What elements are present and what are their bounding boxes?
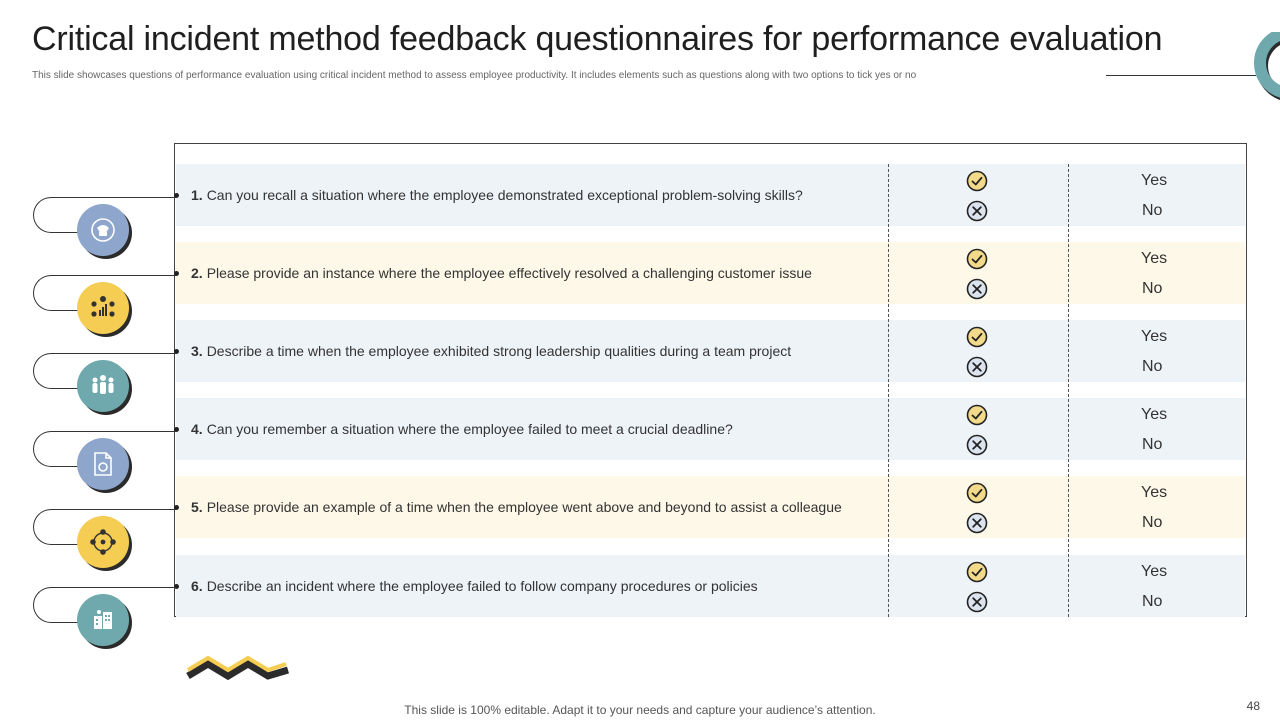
yes-option-label: Yes bbox=[1141, 484, 1168, 501]
slide-subtitle: This slide showcases questions of perfor… bbox=[32, 70, 917, 81]
connector-line bbox=[88, 431, 176, 432]
column-divider bbox=[1068, 164, 1069, 617]
title-divider bbox=[1106, 75, 1256, 76]
connector-line bbox=[33, 587, 89, 623]
question-row-6: 6. Describe an incident where the employe… bbox=[174, 555, 1245, 617]
question-text: Describe an incident where the employee … bbox=[206, 578, 758, 594]
no-cross-icon[interactable] bbox=[966, 434, 988, 456]
no-option-label: No bbox=[1142, 593, 1163, 610]
bullet-dot bbox=[174, 584, 179, 589]
no-cross-icon[interactable] bbox=[966, 200, 988, 222]
icon-badge bbox=[77, 282, 132, 337]
question-text: Can you recall a situation where the emp… bbox=[206, 187, 803, 203]
no-cross-icon[interactable] bbox=[966, 591, 988, 613]
connector-line bbox=[33, 197, 89, 233]
slide-footer: This slide is 100% editable. Adapt it to… bbox=[404, 703, 876, 717]
yes-check-icon[interactable] bbox=[966, 326, 988, 348]
yes-check-icon[interactable] bbox=[966, 482, 988, 504]
page-number: 48 bbox=[1246, 699, 1260, 713]
question-number: 4. bbox=[191, 421, 203, 437]
icon-badge bbox=[77, 360, 132, 415]
connector-line bbox=[88, 509, 176, 510]
yes-check-icon[interactable] bbox=[966, 404, 988, 426]
question-row-1: 1. Can you recall a situation where the e… bbox=[174, 164, 1245, 226]
connector-line bbox=[33, 509, 89, 545]
yes-option-label: Yes bbox=[1141, 406, 1168, 423]
team-people-icon bbox=[77, 360, 129, 412]
slide-title: Critical incident method feedback questi… bbox=[32, 20, 1163, 58]
office-building-icon bbox=[77, 594, 129, 646]
yes-check-icon[interactable] bbox=[966, 248, 988, 270]
icon-badge bbox=[77, 438, 132, 493]
no-option-label: No bbox=[1142, 358, 1163, 375]
bullet-dot bbox=[174, 427, 179, 432]
no-option-label: No bbox=[1142, 514, 1163, 531]
connector-line bbox=[88, 197, 176, 198]
connector-line bbox=[88, 275, 176, 276]
question-row-2: 2. Please provide an instance where the e… bbox=[174, 242, 1245, 304]
zigzag-decoration bbox=[186, 655, 290, 681]
question-row-3: 3. Describe a time when the employee exhi… bbox=[174, 320, 1245, 382]
question-text: Please provide an example of a time when… bbox=[206, 499, 842, 515]
yes-option-label: Yes bbox=[1141, 563, 1168, 580]
question-row-5: 5. Please provide an example of a time wh… bbox=[174, 476, 1245, 538]
question-text: Can you remember a situation where the e… bbox=[206, 421, 733, 437]
no-cross-icon[interactable] bbox=[966, 512, 988, 534]
no-option-label: No bbox=[1142, 202, 1163, 219]
question-number: 2. bbox=[191, 265, 203, 281]
question-text: Describe a time when the employee exhibi… bbox=[206, 343, 792, 359]
phone-call-icon bbox=[77, 204, 129, 256]
yes-check-icon[interactable] bbox=[966, 561, 988, 583]
team-growth-chart-icon bbox=[77, 282, 129, 334]
question-number: 3. bbox=[191, 343, 203, 359]
icon-badge bbox=[77, 204, 132, 259]
column-divider bbox=[888, 164, 889, 617]
yes-option-label: Yes bbox=[1141, 250, 1168, 267]
bullet-dot bbox=[174, 193, 179, 198]
no-option-label: No bbox=[1142, 436, 1163, 453]
corner-ring-decoration bbox=[1248, 32, 1280, 100]
question-number: 6. bbox=[191, 578, 203, 594]
yes-option-label: Yes bbox=[1141, 328, 1168, 345]
connector-line bbox=[88, 587, 176, 588]
bullet-dot bbox=[174, 505, 179, 510]
icon-badge bbox=[77, 594, 132, 649]
connector-line bbox=[33, 275, 89, 311]
no-option-label: No bbox=[1142, 280, 1163, 297]
connector-line bbox=[88, 353, 176, 354]
no-cross-icon[interactable] bbox=[966, 356, 988, 378]
connector-line bbox=[33, 353, 89, 389]
bullet-dot bbox=[174, 271, 179, 276]
no-cross-icon[interactable] bbox=[966, 278, 988, 300]
connector-line bbox=[33, 431, 89, 467]
network-people-icon bbox=[77, 516, 129, 568]
question-number: 5. bbox=[191, 499, 203, 515]
question-text: Please provide an instance where the emp… bbox=[206, 265, 812, 281]
question-row-4: 4. Can you remember a situation where the… bbox=[174, 398, 1245, 460]
bullet-dot bbox=[174, 349, 179, 354]
yes-check-icon[interactable] bbox=[966, 170, 988, 192]
question-number: 1. bbox=[191, 187, 203, 203]
icon-badge bbox=[77, 516, 132, 571]
document-icon bbox=[77, 438, 129, 490]
yes-option-label: Yes bbox=[1141, 172, 1168, 189]
